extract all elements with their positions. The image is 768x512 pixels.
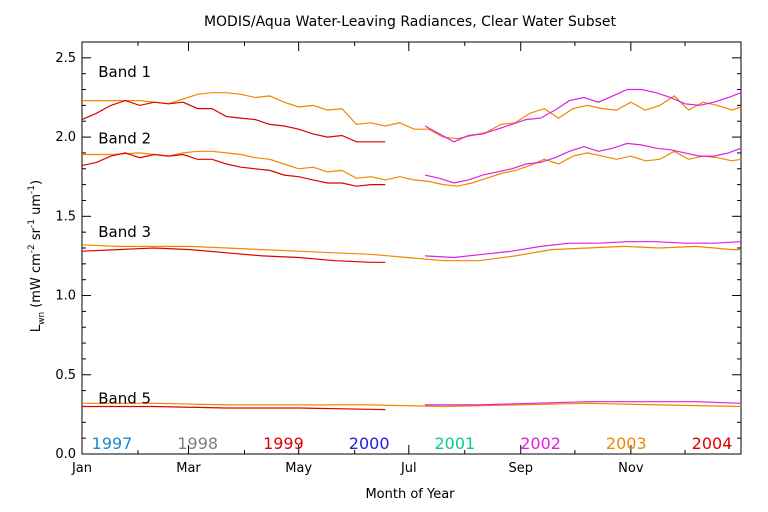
legend-year-2001: 2001 <box>434 434 475 453</box>
y-tick-label: 0.0 <box>55 447 76 462</box>
band-label: Band 5 <box>98 390 151 408</box>
ylabel-units-tail: um <box>29 194 44 219</box>
series-line-2004-band-3 <box>81 247 386 263</box>
plot-frame <box>81 41 742 455</box>
x-tick-label: Nov <box>618 461 644 476</box>
series-line-2003-band-2 <box>82 150 742 187</box>
y-tick-label: 1.5 <box>55 209 76 224</box>
series-line-2003-band-3 <box>81 244 741 262</box>
svg-text:Lwn(mW cm-2 sr-1 um-1): Lwn(mW cm-2 sr-1 um-1) <box>27 180 47 332</box>
series-line-2004-band-2 <box>81 152 386 187</box>
series-line-2002-band-1 <box>424 88 742 143</box>
y-tick-label: 1.0 <box>55 289 76 304</box>
ylabel-sub: wn <box>37 312 47 325</box>
x-axis-label: Month of Year <box>365 487 455 502</box>
band-label: Band 2 <box>98 130 151 148</box>
legend: 1997 1998 1999 2000 2001 2002 2003 2004 <box>92 434 733 453</box>
ylabel-close: ) <box>29 180 44 185</box>
chart-title: MODIS/Aqua Water-Leaving Radiances, Clea… <box>204 14 617 30</box>
legend-year-2000: 2000 <box>349 434 390 453</box>
x-tick-label: Sep <box>508 461 533 476</box>
series-line-2004-band-5 <box>82 405 386 411</box>
series-line-2003-band-5 <box>82 402 742 408</box>
y-tick-label: 0.5 <box>55 368 76 383</box>
ylabel-units: (mW cm <box>29 253 44 308</box>
ylabel-sup2: -1 <box>27 219 37 228</box>
legend-year-1997: 1997 <box>92 434 133 453</box>
ylabel-main: L <box>29 324 44 332</box>
ylabel-sup1: -2 <box>27 244 37 253</box>
y-axis: 0.0 0.5 1.0 1.5 2.0 2.5 <box>55 51 741 462</box>
ylabel-units-rest: sr <box>29 227 44 244</box>
band-label: Band 1 <box>98 63 151 81</box>
y-axis-label: Lwn(mW cm-2 sr-1 um-1) <box>27 180 47 332</box>
legend-year-1999: 1999 <box>263 434 304 453</box>
series-line-2003-band-1 <box>82 92 742 140</box>
ylabel-sup3: -1 <box>27 185 37 194</box>
series-layer <box>81 88 742 411</box>
y-tick-label: 2.0 <box>55 130 76 145</box>
x-tick-label: Mar <box>176 461 201 476</box>
x-axis: Jan Mar May Jul Sep Nov <box>71 42 686 476</box>
series-line-2002-band-3 <box>424 241 742 259</box>
legend-year-2004: 2004 <box>692 434 733 453</box>
legend-year-1998: 1998 <box>177 434 218 453</box>
series-line-2004-band-1 <box>81 99 386 143</box>
legend-year-2003: 2003 <box>606 434 647 453</box>
x-tick-label: Jan <box>71 461 92 476</box>
y-tick-label: 2.5 <box>55 51 76 66</box>
band-labels: Band 1 Band 2 Band 3 Band 5 <box>98 63 151 407</box>
series-line-2002-band-2 <box>424 142 742 184</box>
band-label: Band 3 <box>98 223 151 241</box>
legend-year-2002: 2002 <box>520 434 561 453</box>
series-line-2002-band-5 <box>425 401 742 406</box>
x-tick-label: Jul <box>400 461 417 476</box>
x-tick-label: May <box>285 461 312 476</box>
